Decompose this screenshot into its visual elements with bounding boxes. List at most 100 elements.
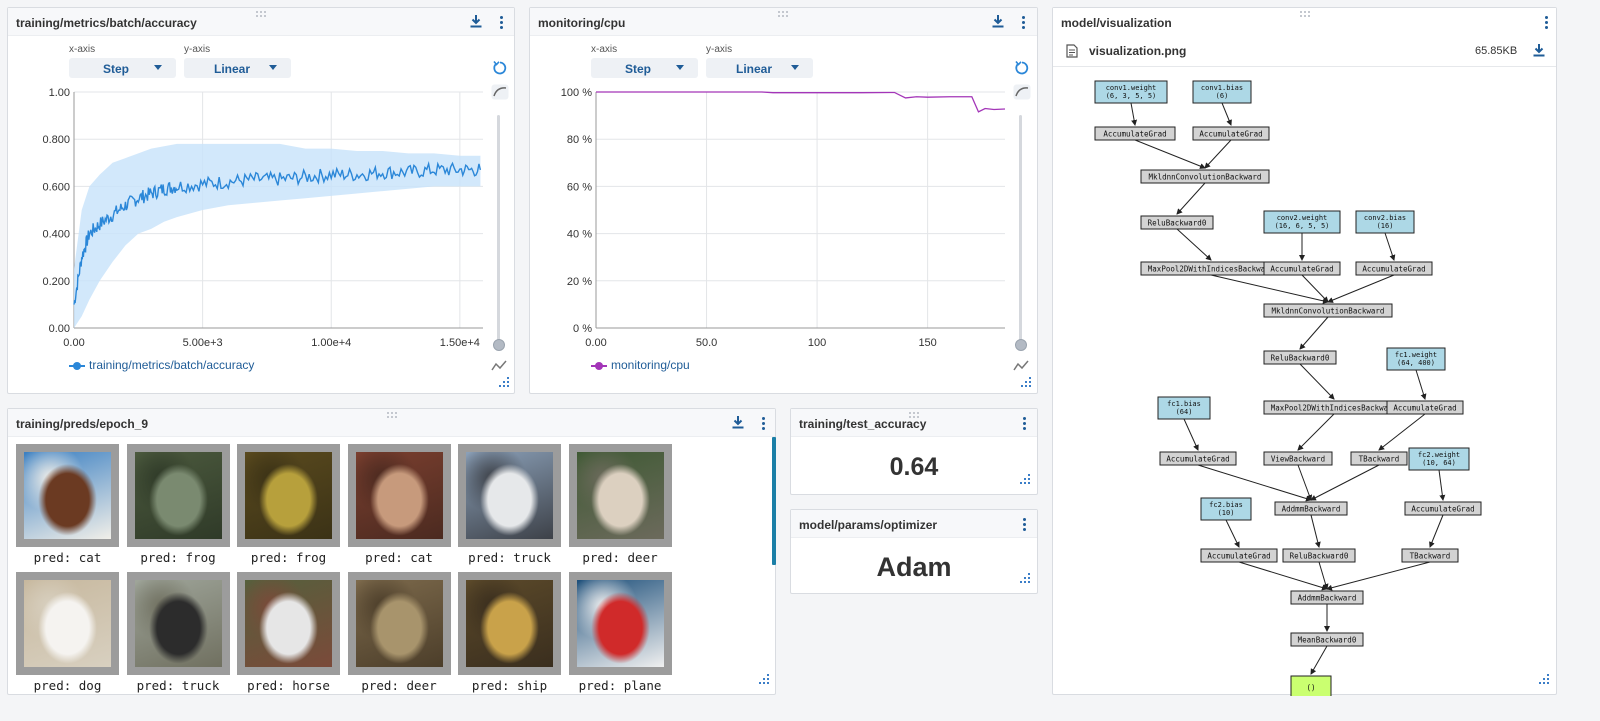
graph-node-op <box>1192 126 1270 141</box>
y-tick-label: 100 % <box>561 87 592 99</box>
prediction-caption: pred: cat <box>365 550 433 565</box>
y-axis-select-value: Linear <box>214 62 251 76</box>
drag-handle-icon[interactable] <box>256 11 268 19</box>
graph-edge <box>1176 182 1206 215</box>
smoothing-slider-knob[interactable] <box>493 339 505 351</box>
panel-header: training/metrics/batch/accuracy <box>8 8 514 36</box>
drag-handle-icon[interactable] <box>909 412 921 420</box>
y-axis-select[interactable]: Linear <box>706 58 813 78</box>
kebab-menu-icon[interactable] <box>1018 415 1032 431</box>
graph-edge <box>1299 316 1329 350</box>
graph-edge <box>1326 561 1431 591</box>
graph-node-param <box>1094 80 1168 104</box>
y-tick-label: 0 % <box>573 323 592 335</box>
x-axis-select-value: Step <box>103 62 130 76</box>
x-axis-select[interactable]: Step <box>591 58 698 78</box>
smoothing-slider-track[interactable] <box>1019 115 1022 345</box>
kebab-menu-icon[interactable] <box>1540 14 1554 30</box>
graph-node-op <box>1404 501 1482 516</box>
kebab-menu-icon[interactable] <box>495 14 509 30</box>
accuracy-panel: training/metrics/batch/accuracy x-axis y… <box>7 7 515 394</box>
graph-edge <box>1301 274 1329 303</box>
graph-node-op <box>1355 261 1433 276</box>
drag-handle-icon[interactable] <box>1300 11 1312 19</box>
graph-node-label: ReluBackward0 <box>1271 354 1330 363</box>
resize-corner-icon[interactable] <box>499 377 511 389</box>
graph-node-label: (64, 400) <box>1397 359 1435 367</box>
smoothing-icon[interactable] <box>491 84 509 100</box>
prediction-caption: pred: plane <box>578 678 662 693</box>
resize-corner-icon[interactable] <box>1020 573 1032 585</box>
graph-node-op <box>1274 501 1348 516</box>
chevron-down-icon <box>676 65 684 70</box>
chart-legend: monitoring/cpu <box>591 358 690 372</box>
graph-node-op <box>1290 632 1364 647</box>
graph-edge <box>1318 561 1329 590</box>
kebab-menu-icon[interactable] <box>1018 516 1032 532</box>
graph-edge <box>1384 232 1396 261</box>
drag-handle-icon[interactable] <box>778 11 790 19</box>
graph-node-op <box>1290 590 1364 605</box>
panel-title: training/metrics/batch/accuracy <box>16 16 197 30</box>
chart-type-icon[interactable] <box>491 360 507 376</box>
prediction-image <box>355 580 443 667</box>
download-icon[interactable] <box>1532 43 1548 59</box>
download-icon[interactable] <box>469 14 485 30</box>
reset-zoom-icon[interactable] <box>1014 60 1030 76</box>
panel-title: model/visualization <box>1061 16 1172 30</box>
image-frame <box>568 572 672 675</box>
preds-panel: training/preds/epoch_9 pred: cat pred: fr… <box>7 408 776 695</box>
graph-node-label: conv2.weight <box>1277 214 1328 222</box>
graph-edge <box>1438 469 1446 501</box>
resize-corner-icon[interactable] <box>1021 377 1033 389</box>
panel-header: training/preds/epoch_9 <box>8 409 775 437</box>
x-axis-select[interactable]: Step <box>69 58 176 78</box>
divider <box>1053 66 1556 67</box>
y-tick-label: 0.00 <box>49 323 70 335</box>
prediction-caption: pred: deer <box>582 550 658 565</box>
graph-edge <box>1297 464 1313 501</box>
graph-node-op <box>1159 451 1237 466</box>
graph-node-label: MeanBackward0 <box>1298 636 1357 645</box>
computation-graph: conv1.weight(6, 3, 5, 5) conv1.bias(6) Acc… <box>1094 80 1482 696</box>
y-tick-label: 60 % <box>567 181 592 193</box>
drag-handle-icon[interactable] <box>387 412 399 420</box>
chart-legend: training/metrics/batch/accuracy <box>69 358 254 372</box>
y-tick-label: 40 % <box>567 229 592 241</box>
prediction-image <box>245 580 332 667</box>
smoothing-slider-track[interactable] <box>497 115 500 345</box>
download-icon[interactable] <box>991 14 1007 30</box>
graph-node-label: (6) <box>1216 92 1229 100</box>
panel-title: training/test_accuracy <box>799 417 927 431</box>
graph-node-label: AccumulateGrad <box>1103 130 1166 139</box>
chart-type-icon[interactable] <box>1013 360 1029 376</box>
reset-zoom-icon[interactable] <box>492 60 508 76</box>
download-icon[interactable] <box>731 415 747 431</box>
plot-area <box>596 92 1005 328</box>
smoothing-slider-knob[interactable] <box>1015 339 1027 351</box>
resize-corner-icon[interactable] <box>1020 474 1032 486</box>
cpu-chart: 0 % 20 % 40 % 60 % 80 % 100 % 0.00 50.0 100 150 <box>561 87 1006 349</box>
scrollbar[interactable] <box>772 437 776 565</box>
x-tick-label: 5.00e+3 <box>183 337 223 349</box>
optimizer-panel: model/params/optimizer Adam <box>790 509 1038 594</box>
smoothing-icon[interactable] <box>1013 84 1031 100</box>
prediction-image <box>134 452 222 539</box>
graph-edge <box>1310 464 1380 501</box>
graph-node-label: ReluBackward0 <box>1290 552 1349 561</box>
chevron-down-icon <box>791 65 799 70</box>
panel-title: monitoring/cpu <box>538 16 626 30</box>
y-axis-select[interactable]: Linear <box>184 58 291 78</box>
resize-corner-icon[interactable] <box>759 674 771 686</box>
kebab-menu-icon[interactable] <box>757 415 771 431</box>
panel-title: model/params/optimizer <box>799 518 938 532</box>
graph-node-label: MkldnnConvolutionBackward <box>1149 173 1262 182</box>
resize-corner-icon[interactable] <box>1539 674 1551 686</box>
graph-edge <box>1310 514 1321 548</box>
graph-node-param <box>1408 447 1470 471</box>
graph-node-param <box>1355 210 1415 234</box>
graph-edge <box>1183 418 1199 451</box>
panel-title: training/preds/epoch_9 <box>16 417 149 431</box>
y-axis-select-value: Linear <box>736 62 773 76</box>
kebab-menu-icon[interactable] <box>1017 14 1031 30</box>
